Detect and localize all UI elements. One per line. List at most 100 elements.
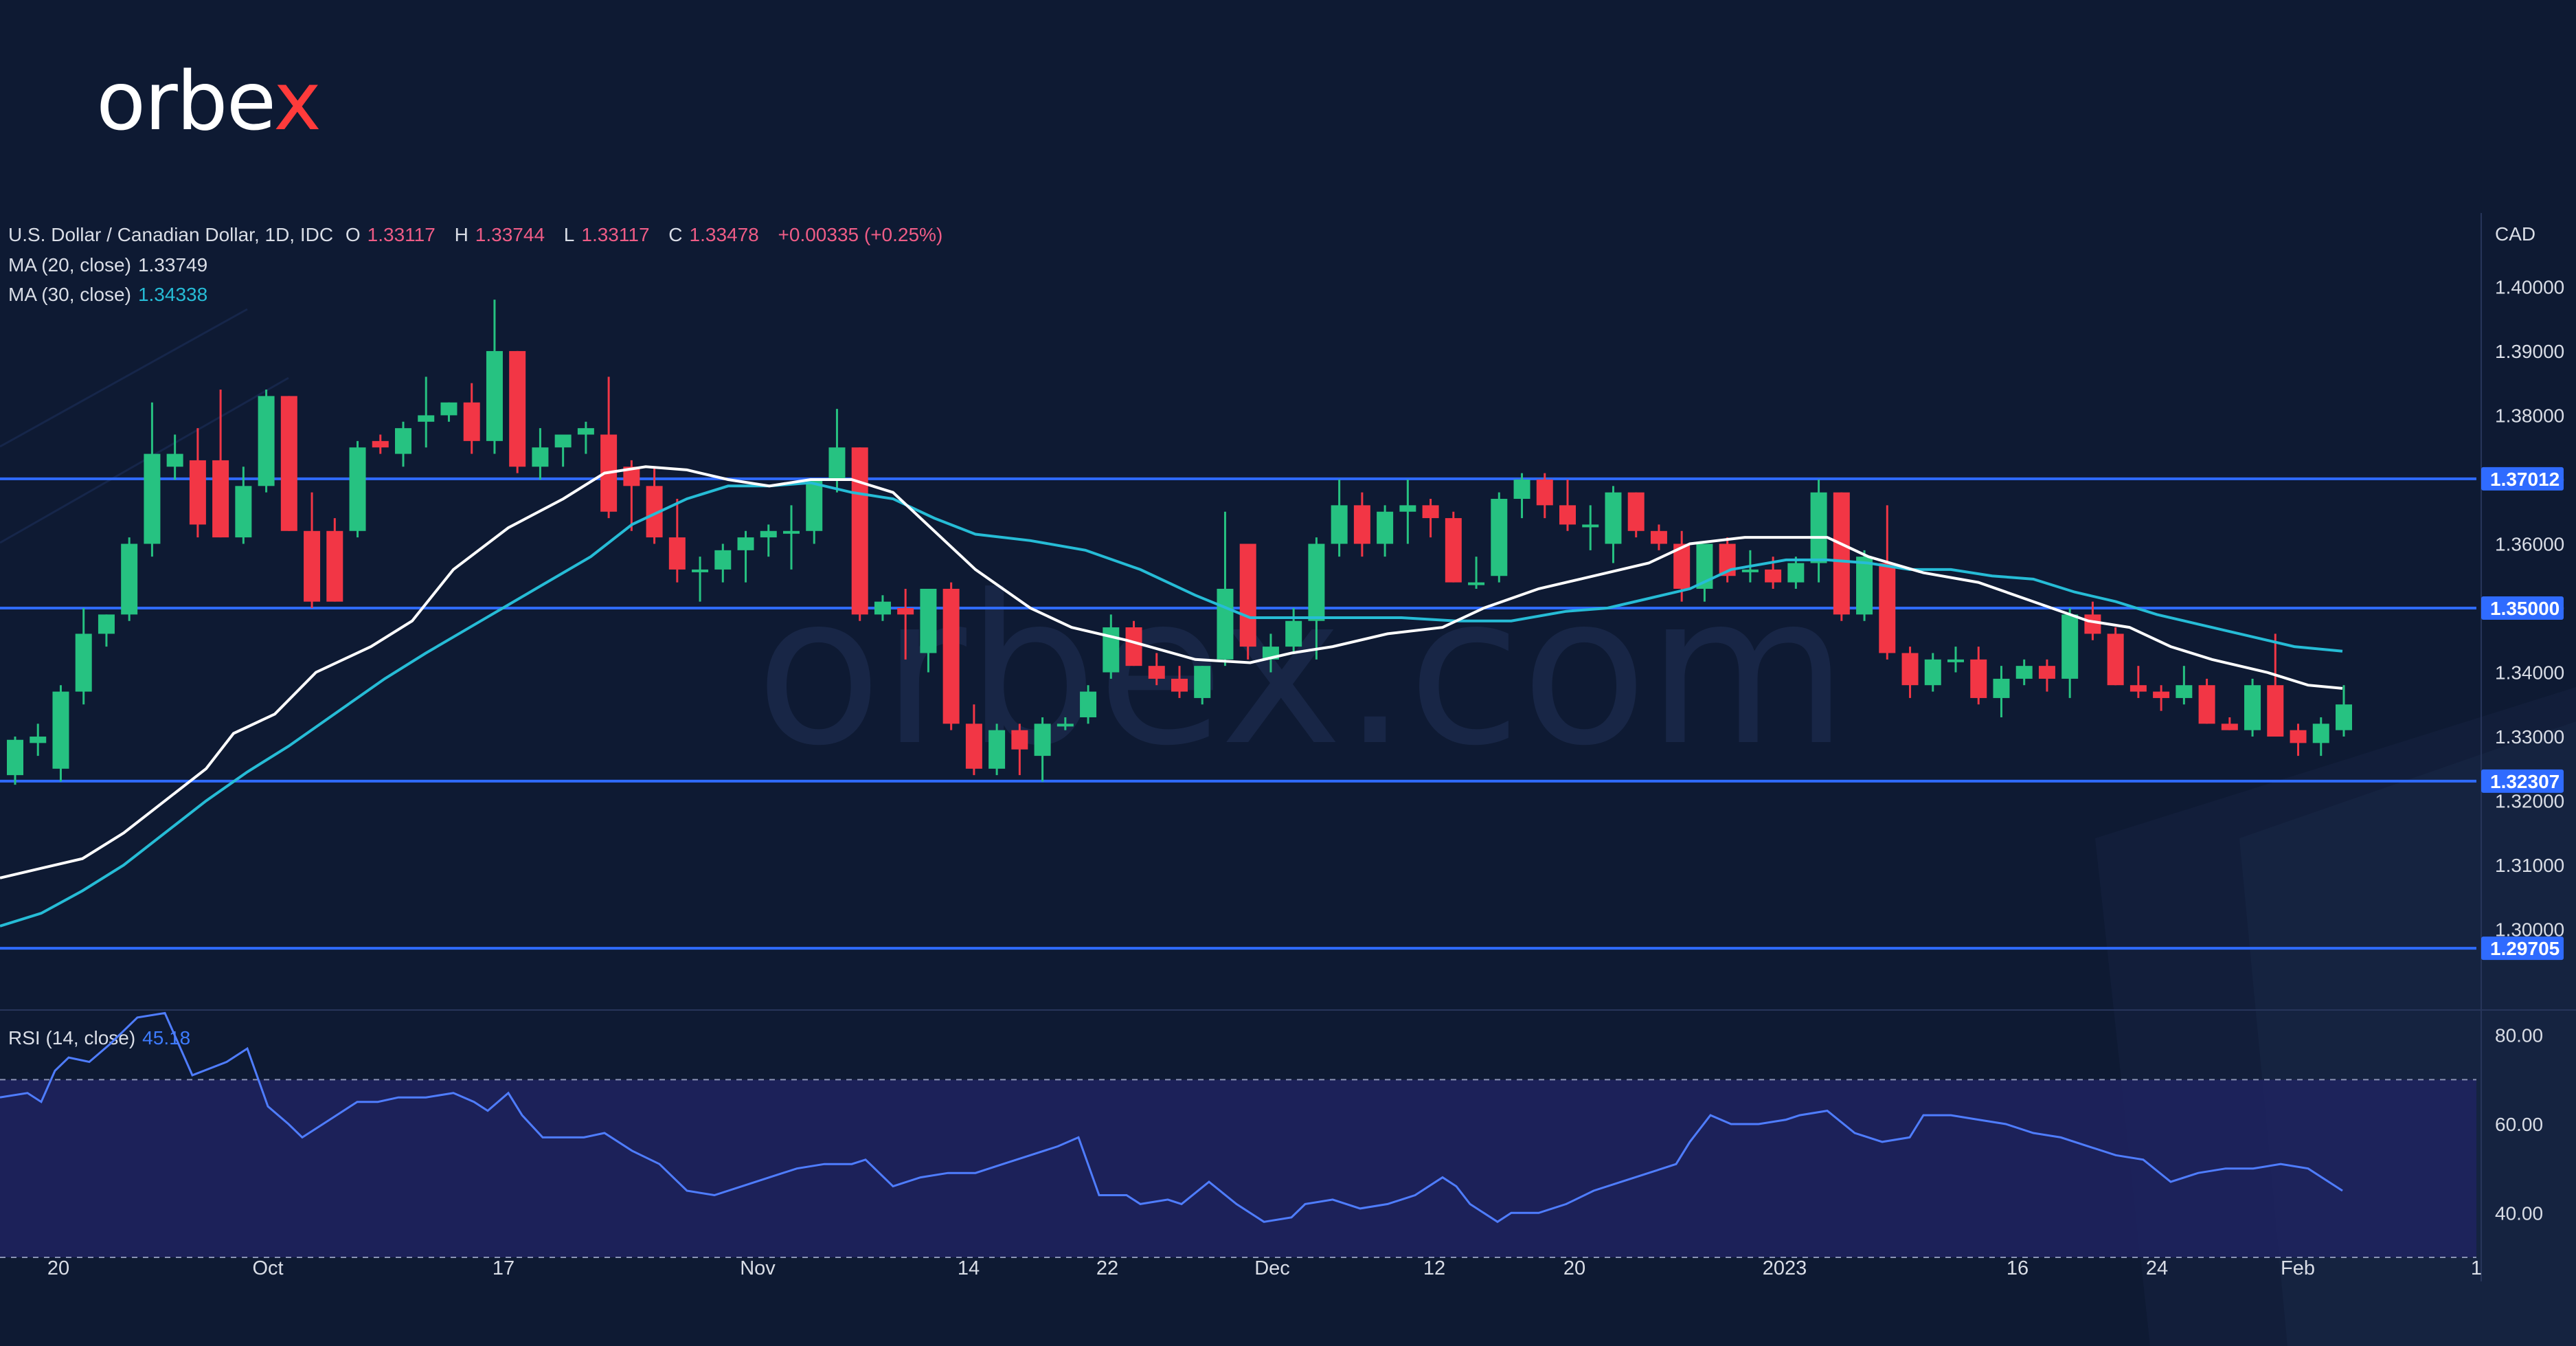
candle	[486, 300, 503, 454]
candle	[897, 588, 914, 660]
candle	[1148, 653, 1165, 686]
candle	[1787, 557, 1805, 589]
candle-body	[532, 447, 549, 467]
candle	[1399, 479, 1416, 544]
candle-body	[577, 428, 594, 435]
candle-body	[212, 460, 229, 538]
candle-body	[828, 447, 846, 480]
candle	[737, 530, 754, 583]
candle	[692, 557, 709, 602]
candle	[1856, 550, 1873, 621]
ohlc-low: L 1.33117	[563, 224, 650, 245]
candle-body	[463, 402, 480, 441]
candle	[144, 402, 161, 557]
candle-body	[2336, 704, 2352, 730]
candle-body	[2084, 614, 2101, 634]
rsi-band	[0, 1079, 2476, 1257]
candle	[942, 582, 960, 730]
candle-body	[1148, 666, 1165, 679]
candle-body	[1833, 492, 1850, 615]
time-tick-label: 12	[1423, 1257, 1445, 1279]
candle	[1445, 511, 1462, 583]
price-tick-label: 1.38000	[2495, 405, 2564, 426]
candle	[600, 377, 618, 519]
candle	[1924, 653, 1941, 692]
price-tick-label: 1.40000	[2495, 276, 2564, 298]
candle-body	[1765, 569, 1782, 583]
candle-body	[1217, 588, 1234, 660]
candle	[212, 390, 229, 538]
ohlc-open: O 1.33117	[345, 224, 436, 245]
time-tick-label: 2023	[1763, 1257, 1807, 1279]
ohlc-high: H 1.33744	[454, 224, 545, 245]
candle-body	[2290, 730, 2307, 743]
candle	[440, 402, 457, 422]
time-tick-label: Feb	[2281, 1257, 2315, 1279]
candle	[2267, 633, 2284, 737]
candle	[1833, 492, 1850, 621]
level-badge	[2481, 467, 2564, 491]
candle-body	[509, 350, 526, 467]
currency-label: CAD	[2495, 223, 2535, 245]
candle	[1650, 524, 1667, 550]
candle	[2290, 724, 2307, 756]
candle	[760, 524, 777, 557]
candle	[1125, 620, 1142, 666]
candle-body	[1353, 505, 1370, 544]
candle	[258, 390, 275, 493]
candle-body	[1171, 678, 1188, 692]
rsi-legend: RSI (14, close) 45.18	[8, 1027, 191, 1048]
candle-body	[1947, 659, 1964, 662]
candle	[1491, 492, 1508, 583]
symbol-legend: U.S. Dollar / Canadian Dollar, 1D, IDC O…	[8, 224, 949, 246]
candle-body	[1559, 505, 1576, 525]
candle	[304, 492, 321, 608]
candle	[532, 428, 549, 480]
candle-body	[1377, 511, 1394, 544]
candle-body	[121, 543, 138, 615]
candle	[1468, 557, 1485, 589]
candle	[1194, 666, 1211, 705]
candle	[395, 421, 411, 467]
candle	[1034, 717, 1051, 782]
candle	[2336, 685, 2352, 737]
candle	[806, 479, 823, 544]
level-badge	[2481, 769, 2564, 793]
candle	[326, 518, 343, 602]
candle-body	[1605, 492, 1622, 544]
candle-body	[1856, 557, 1873, 615]
candle-body	[189, 460, 206, 525]
candle-body	[30, 737, 47, 743]
candle	[1970, 647, 1987, 705]
candle-body	[1057, 724, 1074, 727]
candle	[280, 396, 297, 531]
candle	[554, 434, 572, 467]
candle-body	[988, 730, 1006, 769]
candle	[2176, 666, 2193, 705]
candle-body	[1285, 620, 1302, 647]
candle	[2312, 717, 2329, 756]
candle-body	[806, 479, 823, 531]
candle	[2129, 666, 2147, 698]
candle	[509, 350, 526, 473]
candle	[1217, 511, 1234, 666]
time-tick-label: Oct	[252, 1257, 283, 1279]
candle-body	[897, 608, 914, 615]
candle-body	[258, 396, 275, 486]
ma20-legend: MA (20, close) 1.33749	[8, 254, 208, 276]
candle	[714, 543, 732, 583]
candle	[75, 608, 92, 705]
candle	[2198, 678, 2215, 724]
candle-body	[2198, 685, 2215, 724]
time-tick-label: 24	[2146, 1257, 2168, 1279]
candle	[1171, 666, 1188, 698]
candle-body	[1901, 653, 1919, 686]
candle-body	[1970, 659, 1987, 698]
candle-body	[7, 739, 23, 776]
background-diagonal	[0, 308, 248, 448]
candle	[1080, 685, 1097, 724]
watermark-text: orbex.com	[756, 551, 1848, 791]
time-tick-label: 20	[1563, 1257, 1585, 1279]
